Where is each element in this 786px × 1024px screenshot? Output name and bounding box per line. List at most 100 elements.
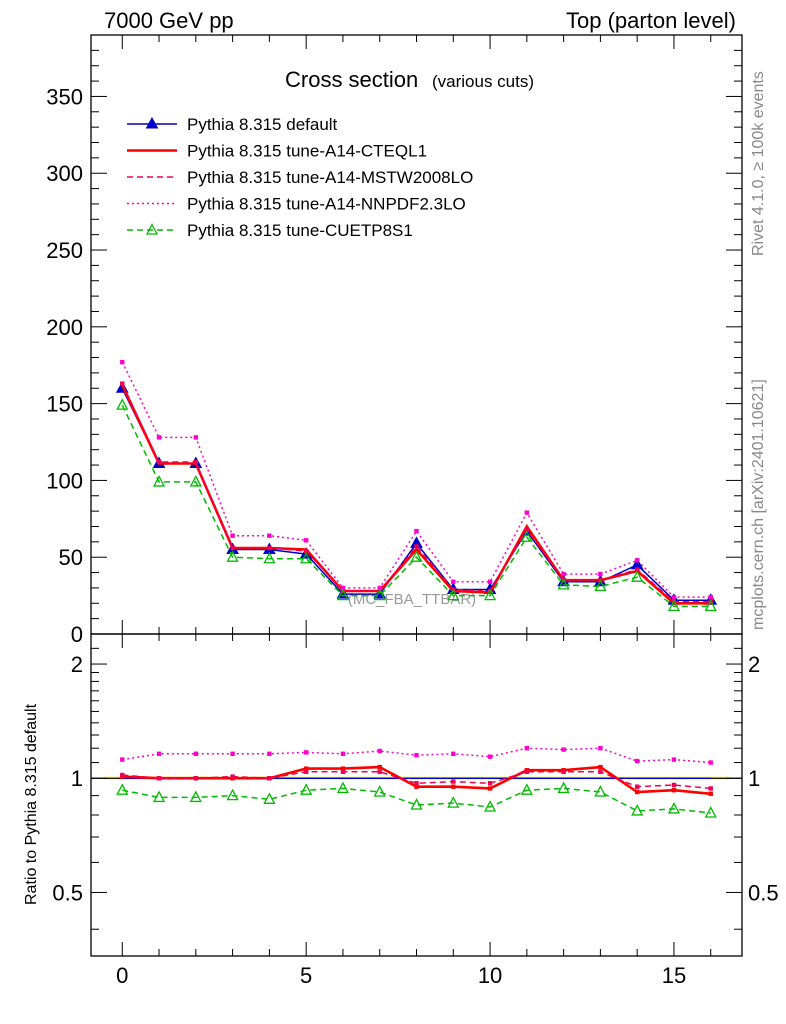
- legend-label-2: Pythia 8.315 tune-A14-MSTW2008LO: [187, 168, 473, 187]
- series-4-point-1: [152, 475, 166, 487]
- series-4-point-5: [300, 551, 313, 564]
- legend-marker-0: [145, 116, 159, 129]
- x-tick-label-0: 0: [116, 963, 128, 988]
- header-right: Top (parton level): [566, 8, 736, 33]
- series-1-point-15: [671, 788, 677, 793]
- series-4-point-4: [263, 792, 276, 804]
- series-3-point-15: [671, 757, 677, 762]
- series-4-point-0: [116, 398, 129, 410]
- main-ytick-label-6: 300: [46, 161, 83, 186]
- main-ytick-label-0: 0: [71, 622, 83, 647]
- series-4-point-15: [667, 599, 681, 612]
- series-4-point-8: [410, 798, 423, 810]
- series-3-point-8: [414, 528, 419, 534]
- ratio-ytick-label-right-2: 2: [748, 652, 760, 677]
- series-3-point-4: [267, 751, 272, 756]
- series-4-point-9: [447, 588, 460, 601]
- series-2-point-4: [267, 776, 272, 781]
- series-1-point-16: [708, 791, 713, 796]
- series-1-point-8: [414, 784, 419, 789]
- side-label-bottom: mcplots.cern.ch [arXiv:2401.10621]: [750, 379, 767, 630]
- series-3-point-2: [193, 751, 199, 756]
- series-3-point-5: [303, 750, 309, 755]
- series-3-point-7: [377, 748, 382, 754]
- series-2-point-16: [708, 786, 713, 791]
- main-ytick-label-3: 150: [46, 392, 83, 417]
- series-1-point-5: [303, 766, 309, 771]
- series-3-point-11: [524, 510, 530, 515]
- series-line-4: [121, 404, 711, 608]
- series-1-point-9: [451, 784, 456, 789]
- series-2-point-14: [634, 784, 640, 789]
- series-4-point-4: [263, 551, 276, 564]
- series-line-1: [121, 384, 711, 605]
- series-3-point-12: [561, 571, 566, 577]
- series-3-point-1: [156, 751, 162, 756]
- series-3-point-14: [634, 558, 640, 563]
- legend-entry-4: Pythia 8.315 tune-CUETP8S1: [127, 221, 413, 240]
- series-2-point-6: [340, 769, 346, 774]
- series-3-point-4: [267, 533, 272, 538]
- series-2-point-3: [230, 545, 235, 551]
- series-1-point-14: [634, 789, 640, 795]
- legend-label-4: Pythia 8.315 tune-CUETP8S1: [187, 221, 413, 240]
- series-1-point-6: [340, 766, 346, 771]
- series-2-point-13: [598, 769, 603, 774]
- series-2-point-15: [671, 782, 677, 788]
- series-line-1: [122, 765, 711, 796]
- header-left: 7000 GeV pp: [104, 8, 234, 33]
- series-4-point-2: [189, 790, 202, 803]
- series-4-point-3: [226, 788, 239, 801]
- series-line-4: [122, 787, 711, 814]
- legend-label-0: Pythia 8.315 default: [187, 115, 338, 134]
- series-2-point-11: [524, 527, 530, 532]
- series-4-point-6: [336, 781, 350, 794]
- legend-label-3: Pythia 8.315 tune-A14-NNPDF2.3LO: [187, 195, 466, 214]
- legend-label-1: Pythia 8.315 tune-A14-CTEQL1: [187, 142, 427, 161]
- series-2-point-5: [303, 769, 309, 774]
- x-tick-label-1: 5: [300, 963, 312, 988]
- series-3-point-1: [156, 435, 162, 440]
- ratio-ytick-label-2: 2: [71, 652, 83, 677]
- main-ytick-label-5: 250: [46, 238, 83, 263]
- series-2-point-9: [451, 779, 456, 784]
- series-1: [121, 384, 711, 605]
- series-1-point-7: [377, 764, 382, 770]
- series-4-point-7: [373, 785, 386, 797]
- series-4-point-7: [373, 588, 386, 601]
- series-4: [116, 781, 717, 818]
- series-2-point-4: [267, 545, 272, 551]
- series-4-point-8: [410, 550, 423, 562]
- series-3-point-12: [561, 747, 566, 752]
- series-4: [116, 398, 717, 612]
- series-4-point-16: [704, 806, 717, 818]
- series-2-point-8: [414, 544, 419, 549]
- main-plot: 0 50 100 150 200 250 300 350: [46, 34, 743, 647]
- series-2-point-12: [561, 769, 566, 774]
- main-ytick-label-2: 100: [46, 468, 83, 493]
- series-2-point-0: [120, 772, 125, 778]
- main-title: Cross section: [285, 67, 418, 92]
- series-2-point-7: [377, 769, 382, 774]
- series-4-point-15: [667, 802, 681, 814]
- series-2-point-3: [230, 774, 235, 779]
- series-4-point-6: [336, 588, 350, 601]
- series-4-point-9: [447, 796, 460, 808]
- series-3-point-3: [230, 533, 235, 538]
- legend-marker-4: [145, 223, 159, 235]
- series-3-point-10: [487, 579, 493, 584]
- series-0: [115, 381, 718, 605]
- series-4-point-11: [520, 783, 533, 795]
- main-ytick-label-7: 350: [46, 84, 83, 109]
- series-line-2: [122, 771, 711, 790]
- series-line-3: [121, 361, 711, 598]
- series-3-point-3: [230, 751, 235, 756]
- series-2-point-0: [120, 381, 125, 386]
- series-3-point-13: [598, 746, 603, 751]
- series-3-point-7: [377, 585, 382, 591]
- series-1-point-10: [487, 786, 493, 791]
- main-subtitle: (various cuts): [432, 72, 534, 91]
- legend: Pythia 8.315 default Pythia 8.315 tune-A1…: [127, 115, 473, 240]
- side-label-top: Rivet 4.1.0, ≥ 100k events: [750, 71, 767, 256]
